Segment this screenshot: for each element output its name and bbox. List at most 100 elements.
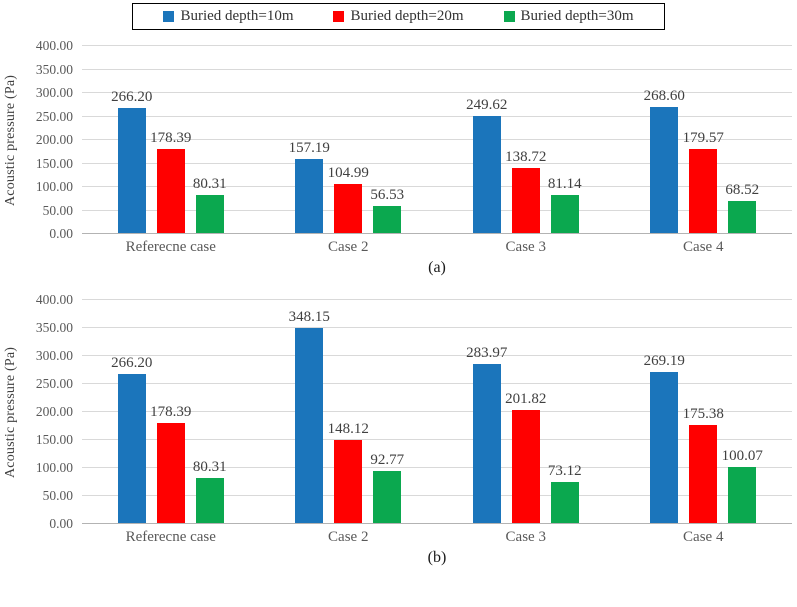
y-tick-label: 0.00 <box>49 226 73 241</box>
bar-value-label: 175.38 <box>682 405 724 422</box>
bar-group-3: 249.62 138.72 81.14 <box>437 97 615 233</box>
bar: 348.15 <box>289 309 330 523</box>
bar-value-label: 92.77 <box>370 452 405 469</box>
chart-a: Acoustic pressure (Pa) 400.00 350.00 300.0… <box>0 38 797 277</box>
gridline <box>82 439 792 440</box>
x-category-label: Referecne case <box>125 529 216 545</box>
legend-label: Buried depth=20m <box>350 8 464 24</box>
bar: 268.60 <box>644 88 685 233</box>
plot-area: 266.20 178.39 80.31 157.19 104.99 56.53 249.62… <box>82 45 792 234</box>
bar-value-label: 68.52 <box>725 181 760 198</box>
gridline <box>82 115 792 117</box>
bar-group-1: 266.20 178.39 80.31 <box>82 355 260 523</box>
bar: 269.19 <box>644 353 685 523</box>
bar-value-label: 56.53 <box>370 187 405 204</box>
bar: 175.38 <box>683 406 724 523</box>
y-tick-label: 250.00 <box>35 108 73 124</box>
y-axis-tick-labels: 400.00 350.00 300.00 250.00 200.00 150.00 100.… <box>22 292 82 531</box>
legend-label: Buried depth=30m <box>520 8 634 24</box>
x-category-label: Case 4 <box>683 239 724 255</box>
gridline <box>82 467 792 468</box>
y-tick-label: 0.00 <box>49 516 73 531</box>
bar: 138.72 <box>505 149 546 233</box>
bar: 283.97 <box>466 345 507 523</box>
x-axis-labels: Referecne case Case 2 Case 3 Case 4 <box>82 529 792 546</box>
bar: 249.62 <box>466 97 507 233</box>
bar-value-label: 81.14 <box>547 175 582 192</box>
bar: 266.20 <box>111 355 152 523</box>
bar: 80.31 <box>193 459 227 523</box>
x-category-label: Case 2 <box>328 529 369 545</box>
bar: 157.19 <box>289 140 330 233</box>
bar-group-2: 157.19 104.99 56.53 <box>260 140 438 233</box>
bar-value-label: 268.60 <box>643 87 685 104</box>
gridline <box>82 383 792 384</box>
bar-value-label: 100.07 <box>721 447 763 464</box>
bar-value-label: 283.97 <box>466 344 508 361</box>
y-tick-label: 400.00 <box>35 38 73 53</box>
bar: 100.07 <box>722 448 763 523</box>
bar-value-label: 348.15 <box>288 309 330 326</box>
legend-item-2: Buried depth=30m <box>503 8 634 25</box>
gridline <box>82 139 792 140</box>
y-tick-label: 200.00 <box>35 132 73 147</box>
bar-value-label: 148.12 <box>327 421 369 438</box>
legend-swatch-icon <box>163 11 175 22</box>
plot-area: 266.20 178.39 80.31 348.15 148.12 92.77 283.97… <box>82 299 792 524</box>
bar-value-label: 178.39 <box>150 404 192 421</box>
bar-value-label: 80.31 <box>192 459 227 476</box>
legend-label: Buried depth=10m <box>180 8 294 24</box>
y-tick-label: 350.00 <box>35 320 73 335</box>
bar-value-label: 269.19 <box>643 353 685 370</box>
gridline <box>82 327 792 328</box>
x-category-label: Case 3 <box>505 239 546 255</box>
y-tick-label: 300.00 <box>35 348 73 363</box>
figure-legend-row: Buried depth=10m Buried depth=20m Buried d… <box>0 3 797 30</box>
legend-swatch-icon <box>333 11 345 22</box>
gridline <box>82 45 792 46</box>
bar-group-1: 266.20 178.39 80.31 <box>82 89 260 233</box>
bar: 179.57 <box>683 130 724 233</box>
gridline <box>82 209 792 211</box>
bar-group-4: 269.19 175.38 100.07 <box>615 353 793 523</box>
bar: 56.53 <box>370 187 404 233</box>
y-tick-label: 100.00 <box>35 460 73 475</box>
legend: Buried depth=10m Buried depth=20m Buried d… <box>132 3 665 30</box>
bar: 201.82 <box>505 391 546 523</box>
subfigure-caption-a: (a) <box>428 259 446 276</box>
bar: 81.14 <box>548 176 582 233</box>
y-tick-label: 200.00 <box>35 404 73 419</box>
legend-item-1: Buried depth=20m <box>333 8 464 25</box>
subfigure-caption-b: (b) <box>427 549 447 566</box>
bar: 80.31 <box>193 176 227 233</box>
bar-value-label: 178.39 <box>150 130 192 147</box>
gridline <box>82 495 792 496</box>
gridline <box>82 68 792 70</box>
bar-value-label: 266.20 <box>111 88 153 105</box>
y-tick-label: 300.00 <box>35 85 73 100</box>
bar-groups: 266.20 178.39 80.31 157.19 104.99 56.53 249.62… <box>82 45 792 233</box>
bar: 148.12 <box>328 421 369 523</box>
gridline <box>82 411 792 412</box>
legend-swatch-icon <box>503 11 515 22</box>
bar-value-label: 266.20 <box>111 354 153 371</box>
y-tick-label: 50.00 <box>42 202 73 218</box>
bar: 178.39 <box>150 130 191 233</box>
bar-groups: 266.20 178.39 80.31 348.15 148.12 92.77 283.97… <box>82 299 792 523</box>
legend-item-0: Buried depth=10m <box>163 8 293 25</box>
chart-b: Acoustic pressure (Pa) 400.00 350.00 300.0… <box>0 292 797 567</box>
y-tick-label: 50.00 <box>42 488 73 503</box>
y-axis-title: Acoustic pressure (Pa) <box>3 346 18 478</box>
bar-value-label: 157.19 <box>288 140 330 157</box>
bar-value-label: 104.99 <box>327 164 369 181</box>
y-tick-label: 350.00 <box>35 61 73 77</box>
bar-value-label: 179.57 <box>682 129 724 146</box>
gridline <box>82 92 792 93</box>
y-tick-label: 150.00 <box>35 432 73 447</box>
bar-value-label: 73.12 <box>547 463 582 480</box>
x-category-label: Case 2 <box>328 239 369 255</box>
y-tick-label: 100.00 <box>35 179 73 194</box>
bar: 92.77 <box>370 452 404 523</box>
gridline <box>82 355 792 356</box>
y-axis-title: Acoustic pressure (Pa) <box>3 74 18 206</box>
